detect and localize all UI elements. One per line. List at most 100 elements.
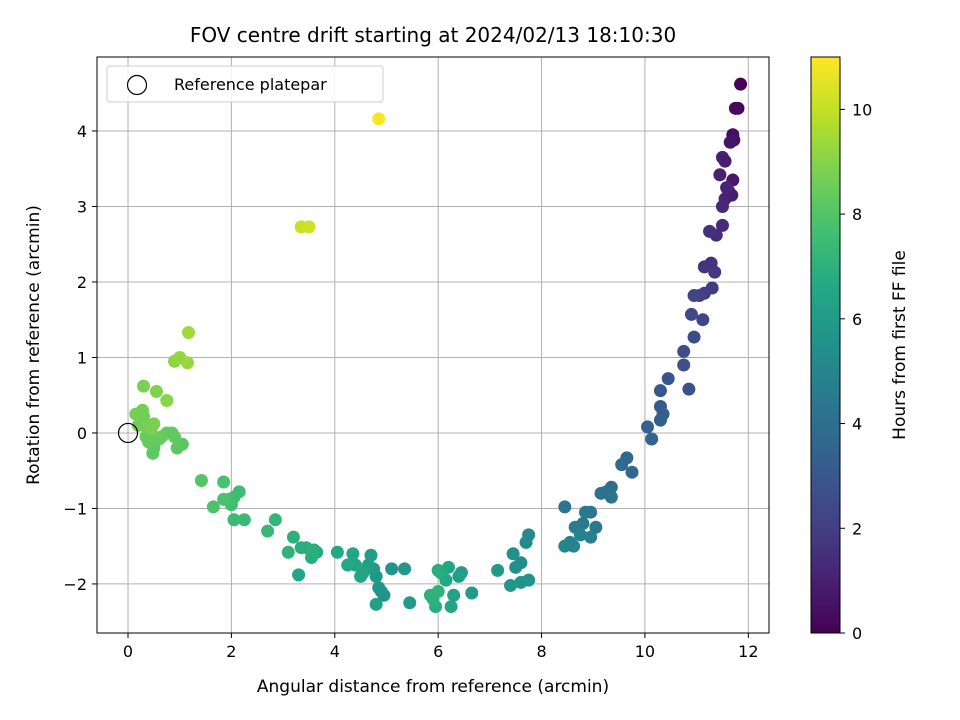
data-point bbox=[509, 560, 523, 574]
data-point bbox=[718, 154, 732, 168]
data-point bbox=[305, 551, 319, 565]
data-points bbox=[129, 77, 748, 614]
y-tick-label: 3 bbox=[77, 197, 87, 216]
data-point bbox=[653, 384, 667, 398]
legend: Reference platepar bbox=[106, 65, 384, 103]
data-point bbox=[237, 513, 251, 527]
data-point bbox=[687, 330, 701, 344]
data-point bbox=[261, 524, 275, 538]
data-point bbox=[217, 475, 231, 489]
data-point bbox=[708, 265, 722, 279]
colorbar-tick-label: 4 bbox=[852, 415, 862, 434]
data-point bbox=[364, 548, 378, 562]
colorbar-label: Hours from first FF file bbox=[890, 250, 910, 440]
data-point bbox=[444, 600, 458, 614]
grid-lines bbox=[97, 57, 769, 633]
x-axis-label: Angular distance from reference (arcmin) bbox=[257, 677, 609, 697]
data-point bbox=[431, 584, 445, 598]
data-point bbox=[677, 358, 691, 372]
data-point bbox=[558, 500, 572, 514]
data-point bbox=[398, 562, 412, 576]
data-point bbox=[135, 403, 149, 417]
data-point bbox=[715, 218, 729, 232]
data-point bbox=[720, 181, 734, 195]
colorbar bbox=[810, 56, 841, 634]
reference-point bbox=[117, 422, 139, 444]
data-point bbox=[146, 446, 160, 460]
data-point bbox=[615, 458, 629, 472]
data-point bbox=[645, 432, 659, 446]
data-point bbox=[684, 307, 698, 321]
y-tick-label: −2 bbox=[63, 575, 87, 594]
y-axis-label: Rotation from reference (arcmin) bbox=[24, 205, 44, 485]
plot-frame bbox=[96, 56, 770, 634]
data-point bbox=[734, 77, 748, 91]
data-point bbox=[268, 513, 282, 527]
colorbar-tick-label: 8 bbox=[852, 205, 862, 224]
data-point bbox=[641, 420, 655, 434]
x-tick-label: 6 bbox=[433, 642, 443, 661]
data-point bbox=[194, 474, 208, 488]
x-tick-label: 0 bbox=[123, 642, 133, 661]
data-point bbox=[465, 586, 479, 600]
legend-box bbox=[106, 65, 384, 103]
data-point bbox=[452, 569, 466, 583]
data-point bbox=[341, 558, 355, 572]
data-point bbox=[330, 545, 344, 559]
data-point bbox=[372, 581, 386, 595]
data-point bbox=[385, 562, 399, 576]
data-point bbox=[584, 530, 598, 544]
data-point bbox=[227, 513, 241, 527]
data-point bbox=[372, 112, 386, 126]
data-point bbox=[149, 384, 163, 398]
data-point bbox=[682, 382, 696, 396]
y-tick-label: 1 bbox=[77, 348, 87, 367]
data-point bbox=[206, 500, 220, 514]
data-point bbox=[514, 575, 528, 589]
y-tick-label: 4 bbox=[77, 122, 87, 141]
x-tick-label: 12 bbox=[738, 642, 758, 661]
data-point bbox=[147, 417, 161, 431]
data-point bbox=[661, 372, 675, 386]
y-tick-label: 0 bbox=[77, 424, 87, 443]
data-point bbox=[573, 528, 587, 542]
data-point bbox=[180, 356, 194, 370]
reference-marker bbox=[117, 422, 139, 444]
data-point bbox=[687, 289, 701, 303]
data-point bbox=[519, 535, 533, 549]
data-point bbox=[491, 563, 505, 577]
legend-entry-reference-platepar: Reference platepar bbox=[174, 75, 327, 94]
data-point bbox=[594, 486, 608, 500]
colorbar-ticks: 0 2 4 6 8 10 bbox=[840, 100, 872, 643]
data-point bbox=[217, 492, 231, 506]
data-point bbox=[294, 541, 308, 555]
data-point bbox=[281, 545, 295, 559]
data-point bbox=[369, 597, 383, 611]
data-point bbox=[653, 413, 667, 427]
data-point bbox=[728, 101, 742, 115]
data-point bbox=[152, 432, 166, 446]
data-point bbox=[504, 578, 518, 592]
data-point bbox=[447, 588, 461, 602]
data-point bbox=[286, 530, 300, 544]
x-tick-label: 4 bbox=[330, 642, 340, 661]
data-point bbox=[431, 563, 445, 577]
data-point bbox=[292, 568, 306, 582]
data-point bbox=[625, 465, 639, 479]
data-point bbox=[723, 135, 737, 149]
data-point bbox=[697, 260, 711, 274]
data-point bbox=[302, 220, 316, 234]
x-tick-label: 10 bbox=[635, 642, 655, 661]
data-point bbox=[677, 344, 691, 358]
data-point bbox=[713, 168, 727, 182]
data-point bbox=[506, 547, 520, 561]
colorbar-tick-label: 10 bbox=[852, 100, 872, 119]
legend-marker-circle bbox=[126, 74, 148, 96]
data-point bbox=[170, 441, 184, 455]
data-point bbox=[567, 539, 581, 553]
data-point bbox=[604, 490, 618, 504]
data-point bbox=[703, 224, 717, 238]
data-point bbox=[696, 313, 710, 327]
